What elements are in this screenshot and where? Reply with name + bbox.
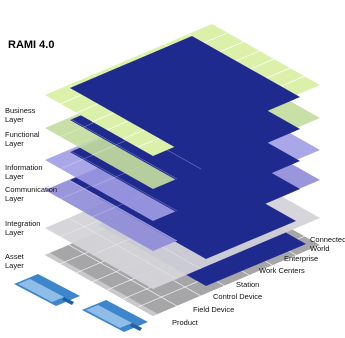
layer-label-functional: Functional Layer [5,130,40,148]
layer-label-line: Asset [5,252,24,261]
layer-label-communication: Communication Layer [5,185,57,203]
layer-label-line: Communication [5,185,58,194]
hierarchy-label-field-device: Field Device [193,305,235,314]
hierarchy-label-enterprise: Enterprise [284,254,319,263]
layer-label-line: Layer [5,139,24,148]
layer-label-line: Layer [5,194,24,203]
lifecycle-strip-instance-light [86,305,132,328]
layer-label-line: Layer [5,261,24,270]
hierarchy-label-control-device: Control Device [213,292,263,301]
asset-layer-front-band [45,253,158,316]
lifecycle-icons [14,274,148,332]
hierarchy-label-product: Product [172,318,198,327]
layer-label-line: Business [5,106,36,115]
hierarchy-label-work-centers: Work Centers [259,266,305,275]
layer-label-line: Functional [5,130,40,139]
lifecycle-arrow-2 [130,323,142,331]
hierarchy-label-line: Connected [310,235,345,244]
layer-label-line: Information [5,163,43,172]
business-layer-navy-block [70,36,300,149]
hierarchy-label-connected-world: Connected World [310,235,345,253]
layer-label-line: Layer [5,115,24,124]
lifecycle-strip-type-light [18,279,64,302]
layer-label-asset: Asset Layer [5,252,24,270]
layer-label-line: Layer [5,228,24,237]
layer-label-business: Business Layer [5,106,35,124]
layer-label-information: Information Layer [5,163,43,181]
layer-label-line: Integration [5,219,41,228]
business-layer [45,24,320,156]
lifecycle-arrow-1 [62,297,74,305]
diagram-title: RAMI 4.0 [8,39,55,51]
layer-label-integration: Integration Layer [5,219,40,237]
hierarchy-label-line: World [310,244,330,253]
hierarchy-label-station: Station [236,280,260,289]
layer-label-line: Layer [5,172,24,181]
